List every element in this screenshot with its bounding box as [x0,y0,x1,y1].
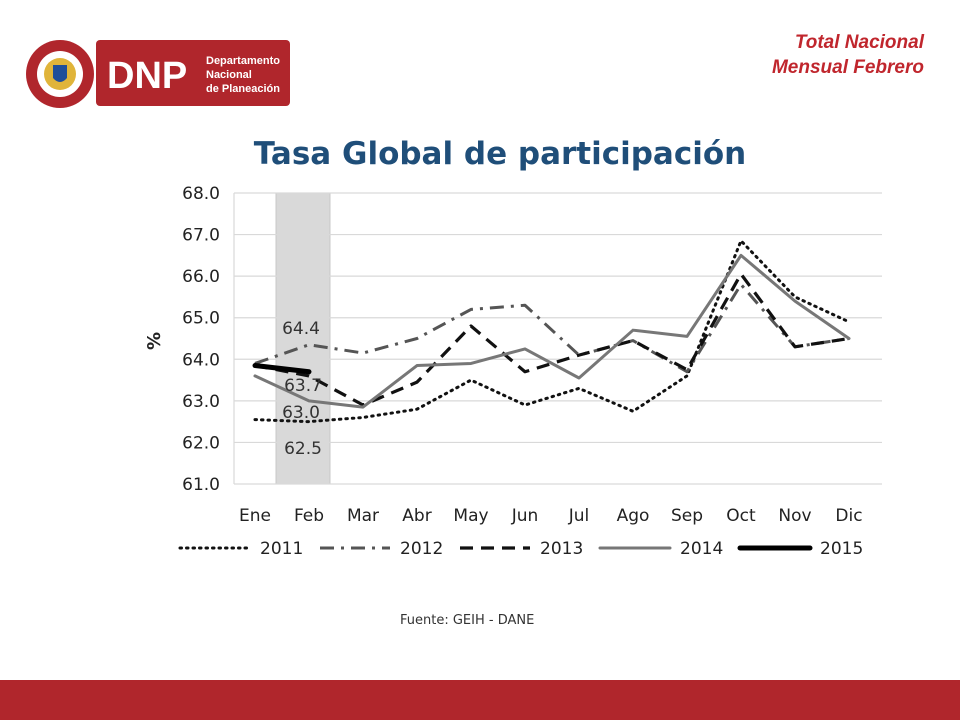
x-tick-label: Nov [778,506,811,526]
x-tick-label: Ago [617,506,650,526]
source-note: Fuente: GEIH - DANE [400,613,535,628]
x-tick-label: Ene [239,506,271,526]
x-tick-label: Mar [347,506,379,526]
y-tick-label: 61.0 [182,475,220,495]
legend-label-2014: 2014 [680,539,723,559]
annotation-label: 63.0 [282,403,320,423]
x-tick-label: May [453,506,488,526]
line-chart: 61.0 62.0 63.0 64.0 65.0 66.0 67.0 68.0% Ene Feb M… [144,184,882,559]
chart-title: Tasa Global de participación [253,136,747,172]
annotation-label: 63.7 [284,376,322,396]
legend-label-2015: 2015 [820,539,863,559]
x-tick-label: Feb [294,506,324,526]
y-tick-label: 63.0 [182,392,220,412]
y-tick-label: 65.0 [182,309,220,329]
x-tick-label: Abr [402,506,431,526]
dnp-name-line-1: Departamento [206,55,280,67]
x-tick-label: Jun [511,506,539,526]
y-tick-label: 62.0 [182,433,220,453]
dnp-logo: DNP Departamento Nacional de Planeación [24,38,292,110]
series-line-2012 [254,282,850,374]
context-label: Total Nacional Mensual Febrero [772,30,924,80]
series-line-2013 [254,272,850,407]
x-tick-label: Oct [726,506,756,526]
seal-shield [53,65,67,82]
series-line-2011 [253,239,851,424]
dnp-name-line-3: de Planeación [206,83,280,95]
dnp-acronym: DNP [107,55,187,97]
x-tick-label: Dic [835,506,862,526]
x-tick-label: Sep [671,506,703,526]
y-axis-label: % [144,332,165,350]
dnp-name-line-2: Nacional [206,69,252,81]
series-line-2014 [253,253,851,409]
x-tick-label: Jul [568,506,590,526]
legend-label-2013: 2013 [540,539,583,559]
scope-label: Total Nacional [794,32,924,53]
footer-bar [0,680,960,720]
series-line-2015 [252,363,312,375]
legend-label-2012: 2012 [400,539,443,559]
y-tick-label: 66.0 [182,267,220,287]
y-tick-label: 68.0 [182,184,220,204]
annotation-label: 64.4 [282,319,320,339]
annotation-label: 62.5 [284,439,322,459]
y-tick-label: 64.0 [182,350,220,370]
period-label: Mensual Febrero [771,57,924,78]
dnp-brand-box [96,40,290,106]
legend-label-2011: 2011 [260,539,303,559]
highlight-band-feb [275,192,331,485]
y-tick-label: 67.0 [182,226,220,246]
